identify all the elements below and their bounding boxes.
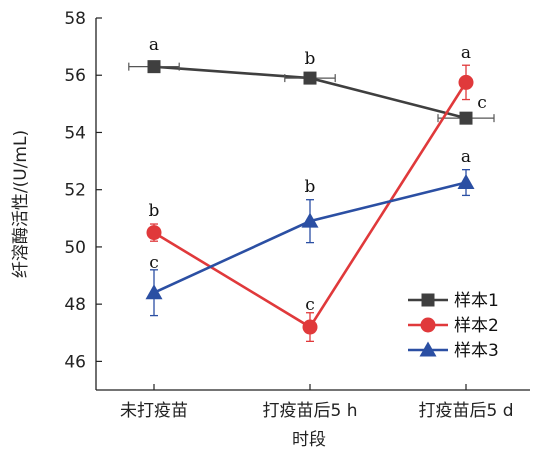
- significance-letter: a: [461, 43, 471, 63]
- legend-label: 样本3: [454, 341, 499, 361]
- x-axis-title: 时段: [292, 430, 326, 450]
- x-tick-label: 未打疫苗: [120, 401, 188, 421]
- legend-marker: [421, 293, 435, 307]
- data-point: [458, 74, 474, 90]
- significance-letter: b: [305, 49, 316, 69]
- legend-marker: [420, 317, 436, 333]
- significance-letter: b: [305, 177, 316, 197]
- series-layer: a b c b c a c b a: [128, 35, 495, 343]
- legend-item-3: 样本3: [408, 341, 499, 361]
- y-tick-label: 46: [64, 352, 86, 372]
- x-tick-label: 打疫苗后5 h: [263, 401, 358, 421]
- y-axis-title: 纤溶酶活性/(U/mL): [11, 130, 31, 278]
- data-point: [147, 60, 161, 74]
- data-point: [302, 319, 318, 335]
- significance-letter: a: [149, 35, 159, 55]
- y-tick-label: 56: [64, 66, 86, 86]
- data-point: [457, 174, 475, 190]
- legend: 样本1 样本2 样本3: [408, 291, 499, 361]
- y-tick-label: 54: [64, 123, 86, 143]
- significance-letter: c: [149, 253, 159, 273]
- data-point: [301, 212, 319, 228]
- significance-letter: a: [461, 147, 471, 167]
- data-point: [459, 111, 473, 125]
- legend-item-1: 样本1: [408, 291, 499, 311]
- legend-label: 样本1: [454, 291, 499, 311]
- series-3: [145, 169, 475, 317]
- data-point: [146, 225, 162, 241]
- legend-label: 样本2: [454, 316, 499, 336]
- y-tick-label: 58: [64, 9, 86, 29]
- series-1: [128, 60, 495, 125]
- legend-marker: [419, 341, 437, 357]
- legend-item-2: 样本2: [408, 316, 499, 336]
- significance-letter: b: [149, 201, 160, 221]
- significance-letter: c: [305, 295, 315, 315]
- y-tick-label: 50: [64, 238, 86, 258]
- series-2: [146, 64, 474, 343]
- y-tick-label: 48: [64, 295, 86, 315]
- y-tick-label: 52: [64, 181, 86, 201]
- data-point: [145, 284, 163, 300]
- significance-letter: c: [477, 93, 487, 113]
- data-point: [303, 71, 317, 85]
- x-tick-label: 打疫苗后5 d: [418, 401, 513, 421]
- axes: 46 48 50 52 54 56 58 未打疫苗 打疫苗后5 h 打疫苗后5 d 时段 纤溶酶活性/…: [11, 9, 530, 450]
